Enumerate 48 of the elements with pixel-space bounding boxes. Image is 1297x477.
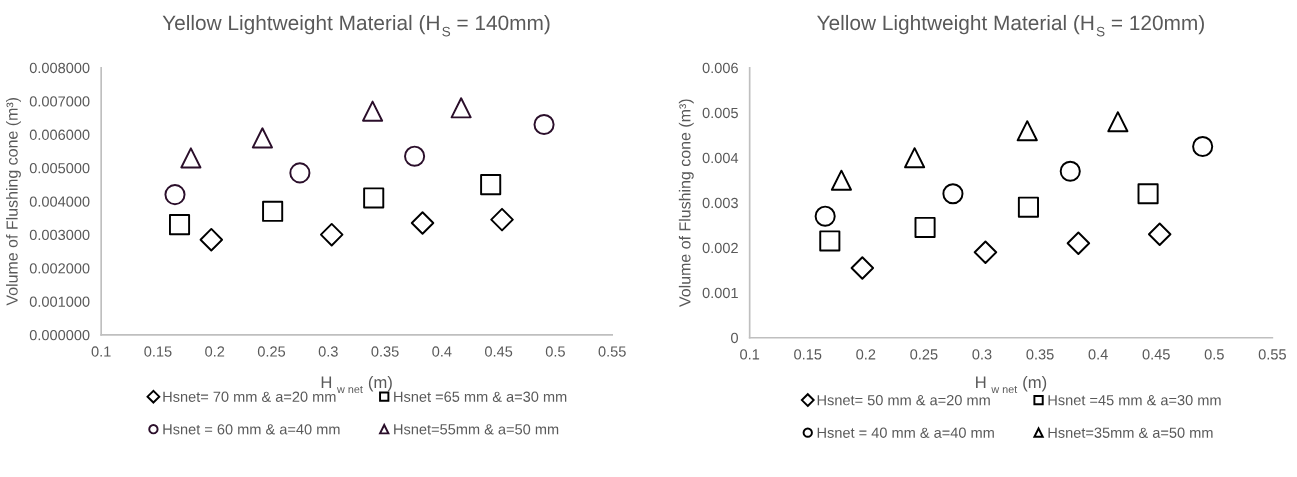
legend-label: Hsnet= 70 mm & a=20 mm — [163, 391, 336, 402]
y-tick-label: 0.007000 — [29, 96, 90, 107]
x-tick-label: 0.2 — [205, 346, 225, 357]
y-tick-label: 0.002 — [702, 242, 738, 254]
y-tick-label: 0.006 — [702, 62, 738, 74]
x-tick-label: 0.25 — [257, 346, 286, 357]
y-tick-label: 0.004 — [702, 152, 739, 164]
x-axis-title: H w net (m) — [976, 375, 1047, 394]
x-tick-label: 0.45 — [1142, 349, 1170, 360]
x-tick-label: 0.3 — [972, 349, 992, 360]
y-tick-label: 0.001000 — [29, 296, 90, 307]
x-tick-label: 0.45 — [485, 346, 513, 357]
y-tick-label: 0.003000 — [29, 229, 90, 241]
y-tick-label: 0 — [731, 332, 738, 344]
legend-label: Hsnet= 50 mm & a=20 mm — [817, 395, 990, 406]
y-tick-label: 0.001 — [702, 287, 738, 299]
legend-label: Hsnet = 40 mm & a=40 mm — [817, 427, 994, 438]
y-tick-label: 0.006000 — [29, 129, 90, 140]
y-tick-label: 0.005000 — [29, 163, 90, 174]
x-tick-label: 0.4 — [432, 346, 452, 357]
x-tick-label: 0.4 — [1088, 349, 1108, 360]
x-tick-label: 0.3 — [318, 346, 338, 357]
y-axis-title: Volume of Flushing cone (m³) — [678, 99, 694, 307]
y-axis-title: Volume of Flushing cone (m³) — [6, 97, 21, 306]
legend-label: Hsnet =65 mm & a=30 mm — [394, 391, 567, 402]
x-tick-label: 0.35 — [1026, 349, 1054, 360]
x-tick-label: 0.15 — [794, 349, 822, 360]
x-tick-label: 0.1 — [740, 349, 760, 360]
y-tick-label: 0.008000 — [29, 62, 90, 74]
x-tick-label: 0.5 — [1204, 349, 1224, 360]
x-tick-label: 0.5 — [545, 346, 565, 357]
x-axis-title: H w net (m) — [321, 375, 392, 394]
x-tick-label: 0.15 — [144, 346, 172, 357]
y-tick-label: 0.000000 — [29, 329, 90, 341]
y-tick-label: 0.002000 — [29, 263, 90, 274]
legend-label: Hsnet=55mm & a=50 mm — [394, 424, 559, 435]
y-tick-label: 0.004000 — [29, 196, 90, 207]
x-tick-label: 0.55 — [598, 346, 626, 357]
y-tick-label: 0.003 — [702, 197, 738, 209]
legend-label: Hsnet = 60 mm & a=40 mm — [163, 424, 340, 435]
x-tick-label: 0.2 — [856, 349, 876, 360]
x-tick-label: 0.55 — [1258, 349, 1286, 360]
x-tick-label: 0.35 — [371, 346, 399, 357]
x-tick-label: 0.1 — [91, 346, 111, 357]
x-tick-label: 0.25 — [910, 349, 938, 360]
y-tick-label: 0.005 — [702, 107, 738, 119]
legend-label: Hsnet =45 mm & a=30 mm — [1048, 395, 1221, 406]
legend-label: Hsnet=35mm & a=50 mm — [1048, 427, 1213, 438]
